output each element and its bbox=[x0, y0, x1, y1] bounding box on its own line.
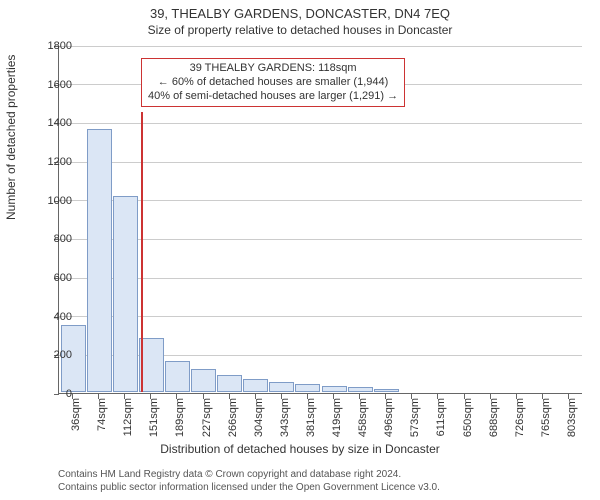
xtick-label: 688sqm bbox=[488, 398, 500, 437]
annotation-line: 39 THEALBY GARDENS: 118sqm bbox=[148, 62, 398, 76]
y-axis-label: Number of detached properties bbox=[4, 55, 18, 220]
histogram-bar bbox=[374, 389, 399, 392]
xtick-label: 266sqm bbox=[227, 398, 239, 437]
xtick-label: 381sqm bbox=[305, 398, 317, 437]
xtick-label: 650sqm bbox=[462, 398, 474, 437]
xtick-label: 496sqm bbox=[383, 398, 395, 437]
ytick-label: 0 bbox=[32, 388, 72, 400]
footnote: Contains HM Land Registry data © Crown c… bbox=[58, 469, 440, 494]
annotation-line: ← 60% of detached houses are smaller (1,… bbox=[148, 76, 398, 90]
chart-subtitle: Size of property relative to detached ho… bbox=[0, 21, 600, 37]
xtick-label: 726sqm bbox=[514, 398, 526, 437]
ytick-label: 1400 bbox=[32, 117, 72, 129]
ytick-label: 800 bbox=[32, 233, 72, 245]
xtick-label: 74sqm bbox=[96, 398, 108, 431]
histogram-bar bbox=[243, 379, 268, 392]
xtick-label: 36sqm bbox=[70, 398, 82, 431]
xtick-label: 611sqm bbox=[435, 398, 447, 436]
histogram-bar bbox=[322, 386, 347, 392]
ytick-label: 400 bbox=[32, 311, 72, 323]
footnote-line-2: Contains public sector information licen… bbox=[58, 482, 440, 495]
xtick-label: 227sqm bbox=[201, 398, 213, 437]
xtick-label: 765sqm bbox=[540, 398, 552, 437]
xtick-label: 458sqm bbox=[357, 398, 369, 437]
plot-wrap: 39 THEALBY GARDENS: 118sqm← 60% of detac… bbox=[58, 46, 582, 394]
annotation-line: 40% of semi-detached houses are larger (… bbox=[148, 90, 398, 104]
annotation-box: 39 THEALBY GARDENS: 118sqm← 60% of detac… bbox=[141, 58, 405, 107]
footnote-line-1: Contains HM Land Registry data © Crown c… bbox=[58, 469, 440, 482]
xtick-label: 573sqm bbox=[409, 398, 421, 437]
ytick-label: 200 bbox=[32, 349, 72, 361]
histogram-bar bbox=[87, 129, 112, 392]
plot-area: 39 THEALBY GARDENS: 118sqm← 60% of detac… bbox=[58, 46, 582, 394]
xtick-label: 189sqm bbox=[174, 398, 186, 437]
histogram-bar bbox=[191, 369, 216, 392]
property-size-marker bbox=[141, 112, 143, 392]
histogram-bar bbox=[217, 375, 242, 392]
x-axis-label: Distribution of detached houses by size … bbox=[0, 442, 600, 456]
xtick-label: 151sqm bbox=[148, 398, 160, 437]
xtick-label: 343sqm bbox=[279, 398, 291, 437]
xtick-label: 419sqm bbox=[331, 398, 343, 437]
xtick-label: 803sqm bbox=[566, 398, 578, 437]
chart-title: 39, THEALBY GARDENS, DONCASTER, DN4 7EQ bbox=[0, 0, 600, 21]
ytick-label: 1200 bbox=[32, 156, 72, 168]
histogram-bar bbox=[269, 382, 294, 392]
ytick-label: 1800 bbox=[32, 40, 72, 52]
xtick-label: 304sqm bbox=[253, 398, 265, 437]
ytick-label: 1000 bbox=[32, 195, 72, 207]
chart-container: 39, THEALBY GARDENS, DONCASTER, DN4 7EQ … bbox=[0, 0, 600, 500]
histogram-bar bbox=[113, 196, 138, 392]
xtick-label: 112sqm bbox=[122, 398, 134, 436]
ytick-label: 600 bbox=[32, 272, 72, 284]
histogram-bar bbox=[295, 384, 320, 392]
histogram-bar bbox=[165, 361, 190, 392]
ytick-label: 1600 bbox=[32, 79, 72, 91]
histogram-bar bbox=[348, 387, 373, 392]
